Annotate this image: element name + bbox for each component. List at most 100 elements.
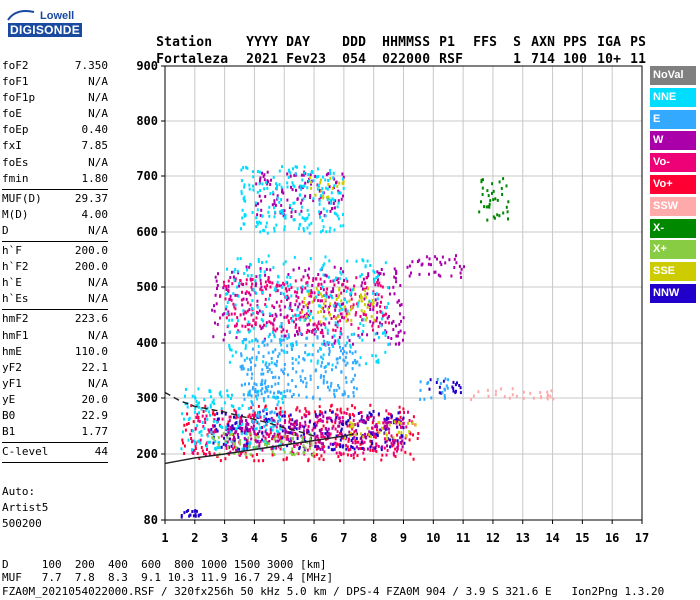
echo-point (376, 280, 379, 284)
legend-item-ssw: SSW (650, 196, 696, 216)
echo-point (282, 262, 285, 266)
echo-point (326, 187, 329, 191)
echo-point (374, 354, 377, 358)
echo-point (294, 425, 297, 429)
echo-point (322, 378, 325, 382)
echo-point (286, 431, 289, 434)
echo-point (286, 185, 289, 189)
echo-point (434, 270, 437, 274)
echo-point (300, 173, 303, 177)
echo-point (256, 397, 259, 401)
echo-point (378, 421, 381, 425)
echo-point (329, 442, 332, 446)
echo-point (194, 444, 197, 447)
echo-point (396, 449, 398, 453)
echo-point (295, 299, 298, 303)
echo-point (353, 430, 356, 434)
echo-point (358, 299, 361, 303)
echo-point (360, 293, 362, 297)
param-row: foF2 7.350 (2, 58, 108, 74)
echo-point (401, 439, 404, 443)
echo-point (370, 435, 372, 439)
echo-point (223, 436, 226, 440)
echo-point (396, 439, 399, 443)
echo-point (376, 297, 379, 301)
echo-point (336, 323, 339, 327)
echo-point (381, 331, 384, 335)
echo-point (344, 355, 347, 359)
echo-point (318, 446, 321, 450)
echo-point (330, 317, 333, 320)
echo-point (322, 381, 325, 385)
echo-point (225, 292, 228, 296)
echo-point (320, 355, 323, 359)
echo-point (339, 459, 341, 463)
echo-point (397, 299, 400, 303)
echo-point (239, 439, 242, 442)
echo-point (321, 357, 324, 361)
echo-point (393, 292, 396, 296)
echo-point (353, 359, 356, 362)
echo-point (286, 298, 288, 301)
echo-point (242, 297, 245, 301)
echo-point (341, 416, 344, 419)
echo-point (239, 313, 242, 317)
echo-point (299, 222, 302, 226)
echo-point (243, 436, 246, 440)
echo-point (255, 282, 257, 286)
echo-point (399, 440, 402, 444)
echo-point (368, 430, 371, 434)
echo-point (390, 434, 393, 438)
echo-point (377, 293, 380, 297)
echo-point (216, 420, 219, 424)
echo-point (206, 417, 209, 421)
echo-point (400, 435, 403, 439)
echo-point (253, 415, 255, 419)
echo-point (243, 183, 246, 187)
echo-point (323, 436, 326, 440)
echo-point (379, 305, 382, 309)
echo-point (262, 360, 265, 364)
echo-point (258, 444, 261, 448)
echo-point (348, 437, 350, 441)
echo-point (220, 395, 223, 399)
echo-point (211, 400, 214, 404)
echo-point (430, 396, 433, 400)
echo-point (256, 414, 259, 418)
echo-point (291, 418, 294, 422)
echo-point (322, 207, 325, 211)
echo-point (278, 352, 281, 356)
echo-point (354, 433, 357, 437)
echo-point (336, 184, 339, 188)
echo-point (253, 459, 256, 463)
echo-point (322, 322, 325, 326)
echo-point (493, 216, 496, 220)
echo-point (208, 430, 211, 434)
echo-point (376, 310, 379, 314)
echo-point (218, 445, 221, 449)
echo-point (264, 405, 267, 409)
echo-point (315, 295, 318, 299)
echo-point (285, 296, 288, 299)
echo-point (294, 432, 297, 436)
echo-point (327, 416, 329, 420)
echo-point (294, 210, 297, 214)
echo-point (335, 276, 338, 280)
echo-point (236, 269, 239, 273)
echo-point (364, 421, 367, 425)
echo-point (317, 437, 320, 441)
echo-point (360, 273, 363, 277)
echo-point (532, 396, 535, 400)
param-value: 110.0 (74, 344, 108, 358)
echo-point (257, 393, 260, 397)
echo-point (386, 416, 388, 420)
echo-point (349, 350, 352, 354)
echo-point (360, 299, 363, 303)
echo-point (200, 407, 203, 411)
echo-point (355, 259, 358, 263)
echo-point (326, 420, 329, 424)
echo-point (185, 387, 187, 391)
echo-point (340, 411, 343, 415)
echo-point (371, 303, 374, 306)
echo-point (200, 446, 203, 449)
